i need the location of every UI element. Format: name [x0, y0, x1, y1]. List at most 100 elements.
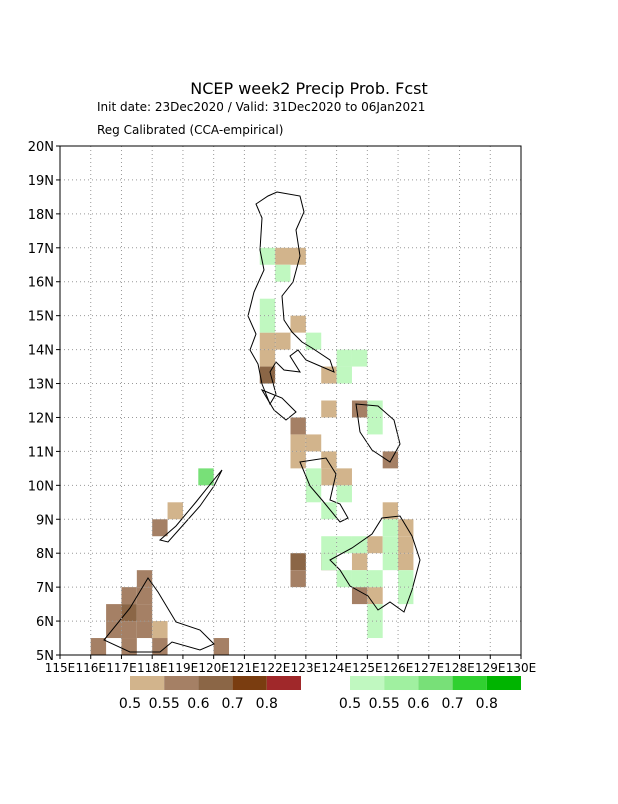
legend-label: 0.55: [149, 696, 180, 712]
prob-cell: [382, 519, 399, 537]
x-tick-label: 118E: [137, 661, 168, 675]
prob-cell: [367, 587, 383, 605]
prob-cell: [198, 468, 214, 486]
x-tick-label: 121E: [229, 661, 260, 675]
prob-cell: [351, 400, 368, 418]
prob-cell: [321, 366, 337, 384]
prob-cell: [90, 638, 107, 655]
prob-cell: [336, 536, 352, 554]
legend-swatch: [418, 676, 453, 690]
prob-cell: [321, 468, 337, 486]
prob-cell: [152, 638, 168, 655]
cells: [90, 247, 414, 655]
panay-negros: [299, 457, 349, 523]
legend-swatch: [164, 676, 199, 690]
y-tick-label: 20N: [28, 140, 54, 155]
prob-cell: [259, 315, 276, 333]
mindanao: [329, 515, 421, 613]
prob-cell: [398, 553, 414, 571]
y-tick-label: 8N: [36, 547, 54, 562]
prob-cell: [398, 570, 414, 588]
palawan: [158, 469, 223, 543]
prob-cell: [106, 604, 122, 622]
x-tick-label: 130E: [506, 661, 537, 675]
legend-label: 0.6: [407, 696, 429, 712]
y-tick-label: 17N: [28, 242, 54, 257]
prob-cell: [290, 451, 306, 469]
prob-cell: [336, 349, 352, 367]
y-tick-label: 11N: [28, 445, 54, 460]
y-tick-label: 6N: [36, 615, 54, 630]
prob-cell: [367, 536, 383, 554]
x-tick-label: 123E: [291, 661, 322, 675]
legend-swatch: [130, 676, 165, 690]
prob-cell: [167, 502, 183, 520]
prob-cell: [136, 621, 153, 639]
prob-cell: [275, 264, 291, 282]
prob-cell: [321, 451, 337, 469]
prob-cell: [290, 434, 306, 452]
prob-cell: [305, 485, 322, 503]
prob-cell: [290, 553, 306, 571]
prob-cell: [275, 332, 291, 350]
prob-cell: [321, 553, 337, 571]
x-tick-label: 125E: [352, 661, 383, 675]
x-tick-label: 124E: [321, 661, 352, 675]
y-tick-label: 10N: [28, 479, 54, 494]
prob-cell: [351, 553, 368, 571]
x-tick-label: 122E: [260, 661, 291, 675]
prob-cell: [213, 638, 230, 655]
prob-cell: [259, 349, 276, 367]
plot-border: [59, 145, 522, 656]
x-tick-label: 119E: [168, 661, 199, 675]
prob-cell: [382, 536, 399, 554]
prob-cell: [351, 587, 368, 605]
prob-cell: [321, 400, 337, 418]
legend-swatch: [350, 676, 385, 690]
prob-cell: [121, 604, 137, 622]
legend-swatch: [384, 676, 419, 690]
prob-cell: [382, 451, 399, 469]
prob-cell: [321, 536, 337, 554]
x-tick-label: 120E: [198, 661, 229, 675]
y-tick-label: 9N: [36, 513, 54, 528]
prob-cell: [305, 434, 322, 452]
legend-label: 0.5: [119, 696, 141, 712]
legend-label: 0.55: [369, 696, 400, 712]
legend-label: 0.8: [476, 696, 498, 712]
method: Reg Calibrated (CCA-empirical): [97, 123, 283, 137]
prob-cell: [367, 400, 383, 418]
x-tick-label: 127E: [414, 661, 445, 675]
subtitle: Init date: 23Dec2020 / Valid: 31Dec2020 …: [97, 100, 425, 114]
prob-cell: [121, 638, 137, 655]
prob-cell: [121, 621, 137, 639]
x-tick-label: 129E: [475, 661, 506, 675]
legend-label: 0.7: [221, 696, 243, 712]
prob-cell: [136, 587, 153, 605]
x-tick-label: 126E: [383, 661, 414, 675]
x-tick-label: 115E: [45, 661, 76, 675]
y-tick-label: 16N: [28, 276, 54, 291]
prob-cell: [336, 468, 352, 486]
legend-label: 0.8: [256, 696, 278, 712]
prob-cell: [351, 349, 368, 367]
prob-cell: [275, 247, 291, 265]
legend-swatch: [452, 676, 487, 690]
prob-cell: [367, 621, 383, 639]
title: NCEP week2 Precip Prob. Fcst: [190, 79, 428, 98]
prob-cell: [398, 536, 414, 554]
y-tick-label: 12N: [28, 411, 54, 426]
coastlines: [103, 191, 421, 653]
prob-cell: [336, 366, 352, 384]
legend-swatch: [266, 676, 301, 690]
prob-cell: [290, 315, 306, 333]
y-tick-label: 14N: [28, 344, 54, 359]
prob-cell: [259, 332, 276, 350]
y-tick-label: 13N: [28, 378, 54, 393]
legend-swatch: [198, 676, 233, 690]
legend-label: 0.7: [441, 696, 463, 712]
prob-cell: [136, 604, 153, 622]
mindoro: [260, 388, 297, 421]
prob-cell: [367, 570, 383, 588]
